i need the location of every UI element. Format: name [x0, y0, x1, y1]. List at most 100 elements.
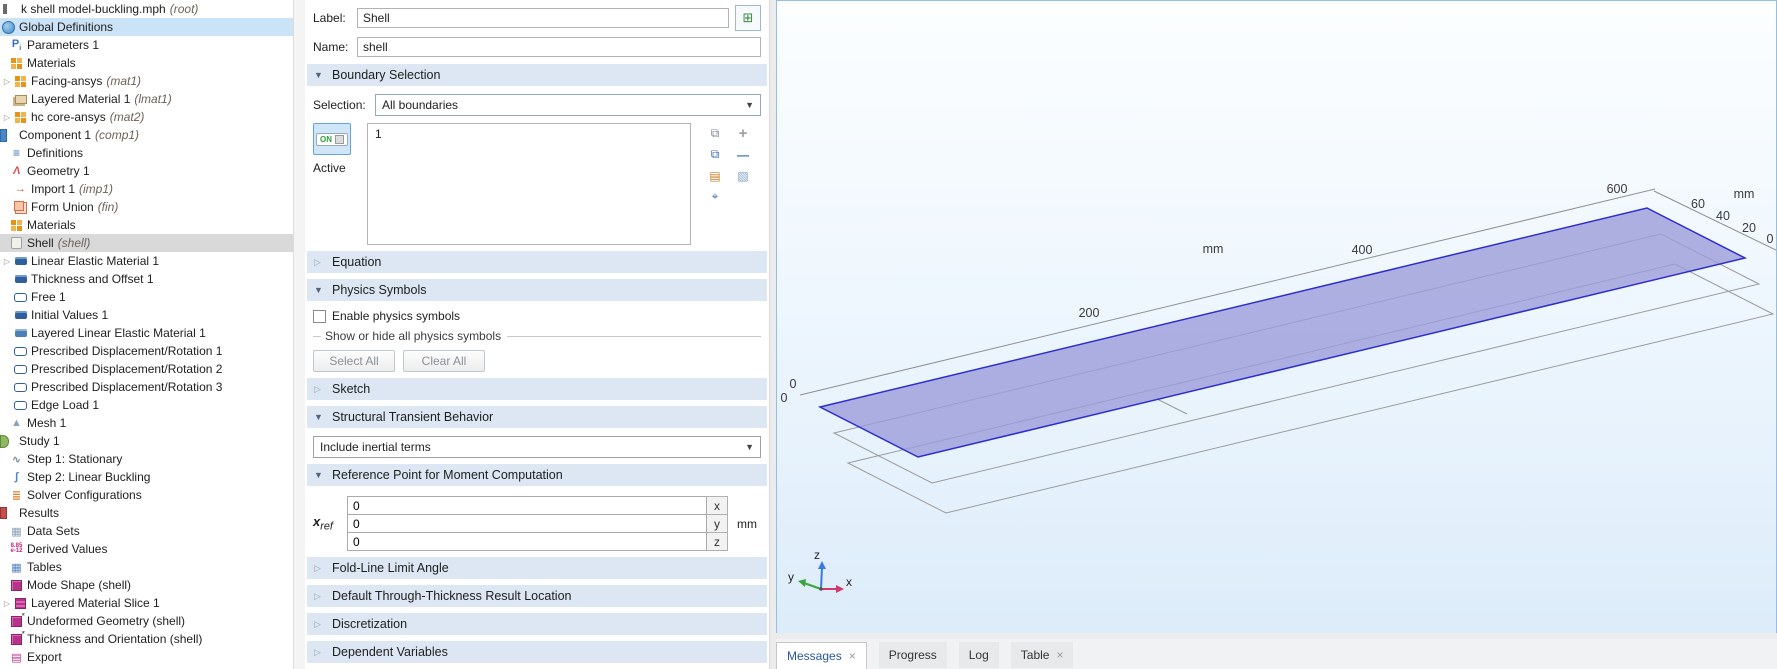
domain-condition-icon [14, 311, 27, 319]
section-structural-transient[interactable]: ▼ Structural Transient Behavior [307, 406, 767, 428]
label-input[interactable] [357, 8, 729, 28]
tree-item-prescribed-displacement-rotation-3[interactable]: Prescribed Displacement/Rotation 3 [0, 378, 293, 396]
tree-item-tables[interactable]: ▦ Tables [0, 558, 293, 576]
section-physics-symbols[interactable]: ▼ Physics Symbols [307, 279, 767, 301]
clear-selection-icon[interactable]: ▧ [737, 168, 749, 183]
expand-arrow-icon[interactable]: ▷ [3, 112, 11, 122]
tree-item-parameters-1[interactable]: Pi Parameters 1 [0, 36, 293, 54]
section-boundary-selection[interactable]: ▼ Boundary Selection [307, 64, 767, 86]
tree-item-linear-elastic-material-1[interactable]: ▷ Linear Elastic Material 1 [0, 252, 293, 270]
derived-values-icon: 8.85 e-12 [10, 543, 23, 554]
tree-item-data-sets[interactable]: ▦ Data Sets [0, 522, 293, 540]
tree-item-results[interactable]: Results [0, 504, 293, 522]
tree-item-definitions[interactable]: ≡ Definitions [0, 144, 293, 162]
tree-item-export[interactable]: ▤ Export [0, 648, 293, 666]
active-label: Active [313, 161, 346, 175]
tree-item-label: Solver Configurations [27, 488, 142, 502]
tab-progress[interactable]: Progress [878, 642, 947, 668]
tree-item-free-1[interactable]: Free 1 [0, 288, 293, 306]
tree-item-label: Mode Shape (shell) [27, 578, 132, 592]
tree-item-form-union[interactable]: Form Union (fin) [0, 198, 293, 216]
expand-arrow-icon[interactable]: ▷ [3, 598, 11, 608]
tree-item-study-1[interactable]: Study 1 [0, 432, 293, 450]
xref-z-input[interactable] [347, 532, 707, 551]
tree-item-initial-values-1[interactable]: Initial Values 1 [0, 306, 293, 324]
tree-item-undeformed-geometry-shell[interactable]: Undeformed Geometry (shell) [0, 612, 293, 630]
y-axis-tick-label: 0 [1766, 232, 1774, 246]
materials-icon [11, 219, 16, 225]
selection-combo[interactable]: All boundaries ▼ [375, 94, 761, 116]
selection-list-item[interactable]: 1 [375, 127, 382, 141]
tree-item-label: Component 1 [19, 128, 92, 142]
tree-item-component-1[interactable]: Component 1 (comp1) [0, 126, 293, 144]
tree-item-mode-shape-shell[interactable]: Mode Shape (shell) [0, 576, 293, 594]
tree-item-hc-core-ansys[interactable]: ▷ hc core-ansys (mat2) [0, 108, 293, 126]
boundary-condition-icon [14, 346, 27, 356]
expand-arrow-icon[interactable]: ▷ [3, 76, 11, 86]
physics-symbols-group: Show or hide all physics symbols [313, 329, 761, 343]
xref-x-input[interactable] [347, 496, 707, 515]
triad-y-axis [803, 582, 822, 590]
selection-row: Selection: All boundaries ▼ [313, 94, 761, 116]
clear-all-button[interactable]: Clear All [403, 350, 485, 372]
tree-item-layered-material-slice-1[interactable]: ▷ Layered Material Slice 1 [0, 594, 293, 612]
tree-item-k-shell-model-buckling-mph[interactable]: k shell model-buckling.mph (root) [0, 0, 293, 18]
remove-icon[interactable]: — [737, 147, 749, 162]
tree-item-mesh-1[interactable]: ▲ Mesh 1 [0, 414, 293, 432]
tree-item-global-definitions[interactable]: Global Definitions [0, 18, 293, 36]
tree-item-layered-material-1[interactable]: Layered Material 1 (lmat1) [0, 90, 293, 108]
origin-tick-label: 0 [780, 391, 788, 405]
tree-item-facing-ansys[interactable]: ▷ Facing-ansys (mat1) [0, 72, 293, 90]
tree-item-step-1-stationary[interactable]: ∿ Step 1: Stationary [0, 450, 293, 468]
selection-label: Selection: [313, 98, 366, 112]
section-through-thickness[interactable]: ▷ Default Through-Thickness Result Locat… [307, 585, 767, 607]
tree-item-label: Derived Values [27, 542, 108, 556]
close-icon[interactable]: × [848, 649, 856, 663]
tree-item-import-1[interactable]: → Import 1 (imp1) [0, 180, 293, 198]
transient-behavior-combo[interactable]: Include inertial terms ▼ [313, 436, 761, 458]
xref-y-component: y [707, 514, 728, 533]
copy-icon[interactable]: ⧉ [710, 147, 720, 161]
expand-arrow-icon[interactable]: ▷ [3, 256, 11, 266]
tree-item-prescribed-displacement-rotation-2[interactable]: Prescribed Displacement/Rotation 2 [0, 360, 293, 378]
select-all-button[interactable]: Select All [313, 350, 395, 372]
tab-table[interactable]: Table × [1010, 642, 1074, 668]
add-icon[interactable]: + [738, 125, 748, 142]
tree-item-label: k shell model-buckling.mph [21, 2, 166, 16]
physics-symbols-buttons: Select All Clear All [313, 350, 761, 372]
tree-item-label: Materials [27, 218, 76, 232]
paste-icon[interactable]: ▤ [709, 168, 721, 183]
selection-list[interactable]: 1 [367, 123, 691, 245]
tree-item-materials[interactable]: Materials [0, 54, 293, 72]
graphics-window[interactable]: 0 200 400 600 mm 60 40 20 0 mm 0 z y x [776, 0, 1777, 634]
tree-item-derived-values[interactable]: 8.85 e-12 Derived Values [0, 540, 293, 558]
xref-y-input[interactable] [347, 514, 707, 533]
triad-z-label: z [814, 548, 820, 562]
tree-item-shell[interactable]: Shell (shell) [0, 234, 293, 252]
enable-physics-symbols-checkbox[interactable] [313, 309, 326, 323]
tree-item-thickness-and-orientation-shell[interactable]: Thickness and Orientation (shell) [0, 630, 293, 648]
section-reference-point[interactable]: ▼ Reference Point for Moment Computation [307, 464, 767, 486]
section-dependent-variables[interactable]: ▷ Dependent Variables [307, 641, 767, 663]
tree-item-layered-linear-elastic-material-1[interactable]: Layered Linear Elastic Material 1 [0, 324, 293, 342]
zoom-to-selection-icon[interactable]: ⌖ [711, 189, 719, 203]
close-icon[interactable]: × [1056, 648, 1064, 662]
name-input[interactable] [357, 37, 761, 57]
tree-item-step-2-linear-buckling[interactable]: ∫ Step 2: Linear Buckling [0, 468, 293, 486]
tree-item-solver-configurations[interactable]: ≣ Solver Configurations [0, 486, 293, 504]
rename-button[interactable]: ⊞ [735, 5, 761, 31]
section-fold-line[interactable]: ▷ Fold-Line Limit Angle [307, 557, 767, 579]
tree-item-prescribed-displacement-rotation-1[interactable]: Prescribed Displacement/Rotation 1 [0, 342, 293, 360]
tree-item-edge-load-1[interactable]: Edge Load 1 [0, 396, 293, 414]
section-discretization[interactable]: ▷ Discretization [307, 613, 767, 635]
copy-selection-link-icon[interactable]: ⧉ [710, 126, 720, 140]
tree-item-thickness-and-offset-1[interactable]: Thickness and Offset 1 [0, 270, 293, 288]
tree-item-geometry-1[interactable]: Λ Geometry 1 [0, 162, 293, 180]
tree-item-materials[interactable]: Materials [0, 216, 293, 234]
section-equation[interactable]: ▷ Equation [307, 251, 767, 273]
tab-log[interactable]: Log [958, 642, 999, 668]
section-sketch[interactable]: ▷ Sketch [307, 378, 767, 400]
active-toggle-button[interactable]: ON [313, 123, 351, 155]
tab-messages[interactable]: Messages × [776, 642, 867, 669]
section-title: Boundary Selection [332, 68, 441, 82]
